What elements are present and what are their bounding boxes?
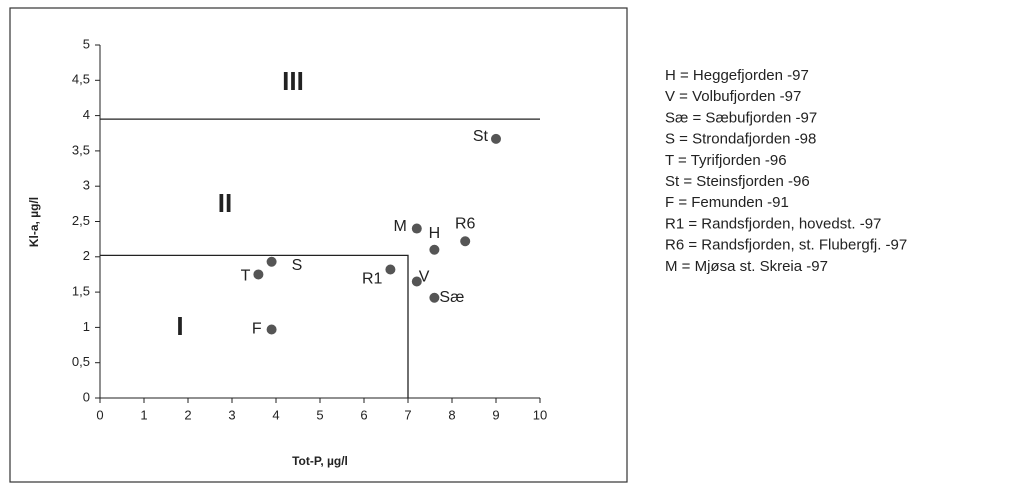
legend-entry: St = Steinsfjorden -96 [665, 173, 810, 190]
x-tick-label: 6 [360, 407, 367, 422]
point-label: St [473, 128, 489, 145]
point-label: R1 [362, 271, 383, 288]
point [429, 244, 440, 255]
x-tick-label: 2 [184, 407, 191, 422]
point-label: F [252, 321, 262, 338]
point [411, 276, 422, 287]
x-tick-label: 7 [404, 407, 411, 422]
point [460, 236, 471, 247]
region-label: I [176, 311, 183, 341]
y-tick-label: 3,5 [72, 142, 90, 157]
point [266, 256, 277, 267]
y-tick-label: 2 [83, 248, 90, 263]
point [385, 264, 396, 275]
x-axis-label: Tot-P, µg/l [292, 454, 348, 468]
y-tick-label: 4,5 [72, 72, 90, 87]
legend-entry: H = Heggefjorden -97 [665, 67, 809, 84]
chart-frame [9, 7, 628, 483]
x-tick-label: 10 [533, 407, 547, 422]
point-label: V [419, 269, 430, 286]
point-label: H [429, 225, 441, 242]
point [253, 269, 264, 280]
y-tick-label: 2,5 [72, 213, 90, 228]
x-tick-label: 1 [140, 407, 147, 422]
y-tick-label: 1,5 [72, 284, 90, 299]
point-label: R6 [455, 215, 476, 232]
x-tick-label: 4 [272, 407, 279, 422]
point-label: S [292, 257, 303, 274]
point [429, 292, 440, 303]
point [491, 133, 501, 144]
x-tick-label: 3 [228, 407, 235, 422]
y-tick-label: 4 [83, 107, 90, 122]
y-tick-label: 0 [83, 389, 90, 404]
y-tick-label: 3 [83, 178, 90, 193]
point [266, 324, 277, 335]
y-axis-label: Kl-a, µg/l [27, 197, 41, 247]
x-tick-label: 5 [316, 407, 323, 422]
region-label: II [218, 188, 232, 218]
legend-entry: V = Volbufjorden -97 [665, 88, 801, 105]
point-label: Sæ [439, 289, 464, 306]
y-tick-label: 1 [83, 319, 90, 334]
y-tick-label: 0,5 [72, 354, 90, 369]
y-tick-label: 5 [83, 36, 90, 51]
legend-entry: F = Femunden -91 [665, 194, 789, 211]
legend-entry: R1 = Randsfjorden, hovedst. -97 [665, 215, 881, 232]
x-tick-label: 8 [448, 407, 455, 422]
legend-entry: Sæ = Sæbufjorden -97 [665, 109, 817, 126]
x-tick-label: 0 [96, 407, 103, 422]
region-boundary [100, 254, 409, 398]
legend-entry: T = Tyrifjorden -96 [665, 152, 787, 169]
legend-entry: S = Strondafjorden -98 [665, 131, 816, 148]
point [411, 223, 422, 234]
region-label: III [282, 66, 304, 96]
legend-entry: M = Mjøsa st. Skreia -97 [665, 258, 828, 275]
x-tick-label: 9 [492, 407, 499, 422]
point-label: M [393, 218, 406, 235]
legend-entry: R6 = Randsfjorden, st. Flubergfj. -97 [665, 237, 907, 254]
point-label: T [241, 268, 251, 285]
